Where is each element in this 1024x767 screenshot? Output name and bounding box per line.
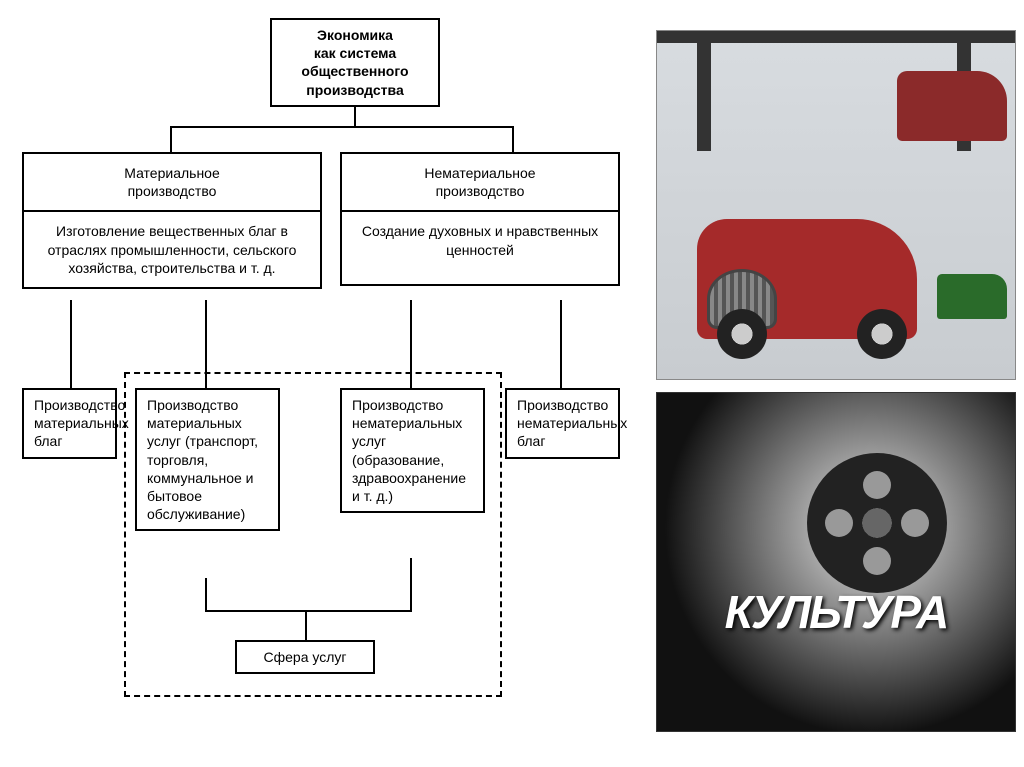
leaf4-text: Производство нематериальных благ [517,397,627,449]
node-services: Сфера услуг [235,640,375,674]
node-leaf-4: Производство нематериальных благ [505,388,620,459]
film-reel-icon [807,453,947,593]
node-leaf-1: Производство материальных благ [22,388,117,459]
conn [512,126,514,152]
node-leaf-3: Производство нематериальных услуг (образ… [340,388,485,513]
branch-left-desc: Изготовление вещественных благ в отрасля… [24,212,320,287]
node-branch-left: Материальноепроизводство Изготовление ве… [22,152,322,289]
conn [410,558,412,610]
leaf1-text: Производство материальных благ [34,397,129,449]
node-branch-right: Нематериальноепроизводство Создание духо… [340,152,620,286]
branch-right-desc: Создание духовных и нравственных ценност… [342,212,618,284]
branch-right-title: Нематериальноепроизводство [342,154,618,212]
root-text: Экономикакак системаобщественногопроизво… [301,27,408,98]
node-leaf-2: Производство материальных услуг (транспо… [135,388,280,531]
conn [170,126,172,152]
conn [70,300,72,388]
images-area: КУЛЬТУРА [656,30,1016,740]
services-text: Сфера услуг [264,649,347,665]
culture-label: КУЛЬТУРА [725,585,948,639]
node-root: Экономикакак системаобщественногопроизво… [270,18,440,107]
conn [560,300,562,388]
conn [305,610,307,640]
leaf3-text: Производство нематериальных услуг (образ… [352,397,466,504]
conn [205,578,207,610]
image-culture: КУЛЬТУРА [656,392,1016,732]
leaf2-text: Производство материальных услуг (транспо… [147,397,258,522]
image-factory [656,30,1016,380]
conn [354,106,356,126]
branch-left-title: Материальноепроизводство [24,154,320,212]
conn [170,126,514,128]
conn [205,610,412,612]
diagram-area: Экономикакак системаобщественногопроизво… [0,0,650,767]
